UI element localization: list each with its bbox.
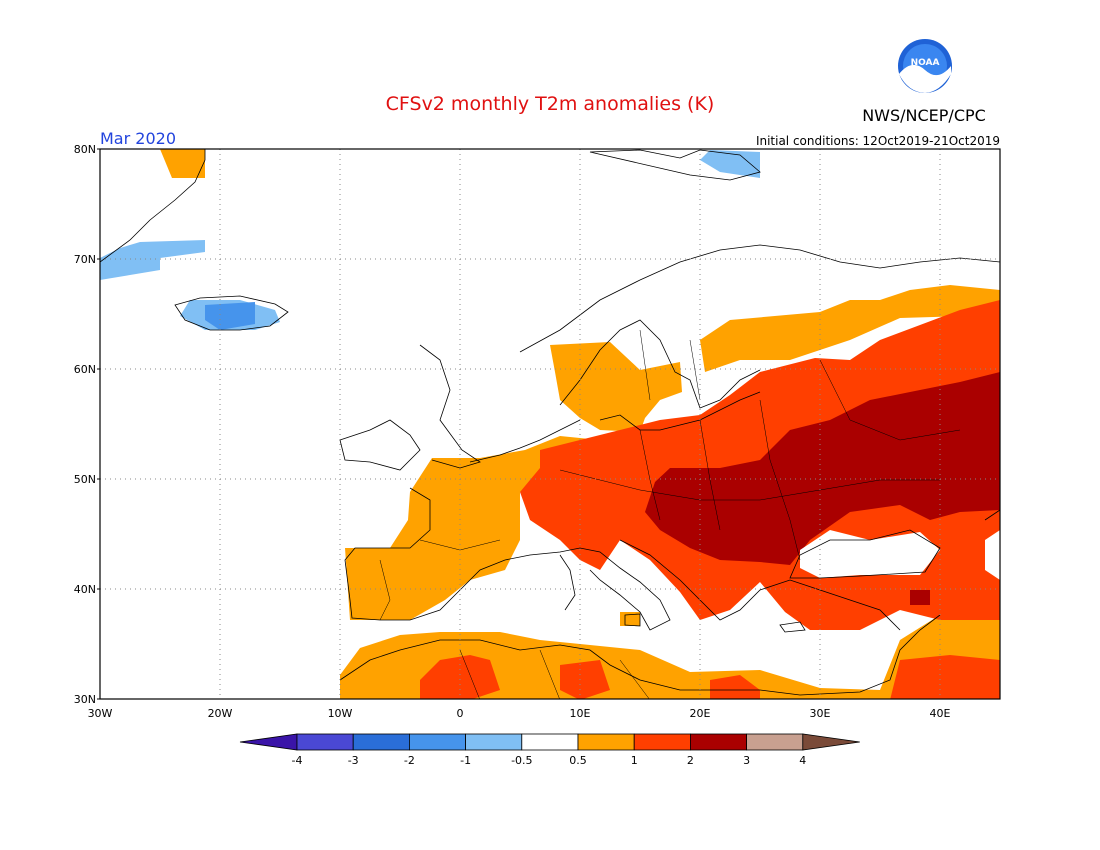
anomaly-field — [100, 149, 1000, 699]
gridlines — [100, 149, 1000, 699]
colorbar-over-triangle — [802, 733, 860, 751]
colorbar-box — [352, 733, 410, 751]
lon-tick-label: 30E — [810, 707, 831, 720]
lon-axis: 30W 20W 10W 0 10E 20E 30E 40E — [88, 707, 951, 720]
colorbar-box — [577, 733, 635, 751]
colorbar-label: 4 — [799, 754, 806, 767]
neutral-regions — [800, 530, 1000, 580]
lat-tick-label: 60N — [74, 363, 96, 376]
colorbar-label: -0.5 — [511, 754, 532, 767]
valid-month: Mar 2020 — [100, 129, 176, 148]
colorbar-box — [465, 733, 523, 751]
coastlines — [100, 149, 1000, 696]
anomaly-neg1-regions — [205, 302, 255, 330]
lon-tick-label: 20W — [208, 707, 233, 720]
colorbar-box — [296, 733, 354, 751]
initial-conditions: Initial conditions: 12Oct2019-21Oct2019 — [756, 134, 1000, 148]
colorbar-label: 3 — [743, 754, 750, 767]
lat-axis: 30N 40N 50N 60N 70N 80N — [74, 143, 100, 706]
colorbar-box — [633, 733, 691, 751]
lat-tick-label: 40N — [74, 583, 96, 596]
colorbar-label: 2 — [687, 754, 694, 767]
lat-tick-label: 30N — [74, 693, 96, 706]
colorbar: -4 -3 -2 -1 -0.5 0.5 1 2 3 4 — [239, 733, 860, 767]
chart-title: CFSv2 monthly T2m anomalies (K) — [386, 93, 715, 115]
colorbar-box — [521, 733, 579, 751]
colorbar-label: -3 — [348, 754, 359, 767]
colorbar-under-triangle — [239, 733, 298, 751]
lon-tick-label: 10W — [328, 707, 353, 720]
lat-tick-label: 50N — [74, 473, 96, 486]
lat-tick-label: 80N — [74, 143, 96, 156]
country-borders — [379, 329, 961, 699]
lon-tick-label: 30W — [88, 707, 113, 720]
map-frame — [99, 148, 1001, 700]
colorbar-label: -1 — [460, 754, 471, 767]
lon-tick-label: 10E — [570, 707, 591, 720]
lon-tick-label: 0 — [457, 707, 464, 720]
lon-tick-label: 40E — [930, 707, 951, 720]
logo-text: NOAA — [911, 58, 940, 68]
colorbar-box — [690, 733, 748, 751]
lat-tick-label: 70N — [74, 253, 96, 266]
colorbar-label: -2 — [404, 754, 415, 767]
lon-tick-label: 20E — [690, 707, 711, 720]
colorbar-label: 0.5 — [569, 754, 587, 767]
anomaly-2-3-regions — [645, 372, 1000, 605]
colorbar-label: 1 — [631, 754, 638, 767]
agency-label: NWS/NCEP/CPC — [862, 106, 986, 125]
colorbar-label: -4 — [292, 754, 303, 767]
colorbar-box — [746, 733, 804, 751]
colorbar-box — [408, 733, 466, 751]
noaa-logo: NOAA — [898, 39, 952, 93]
